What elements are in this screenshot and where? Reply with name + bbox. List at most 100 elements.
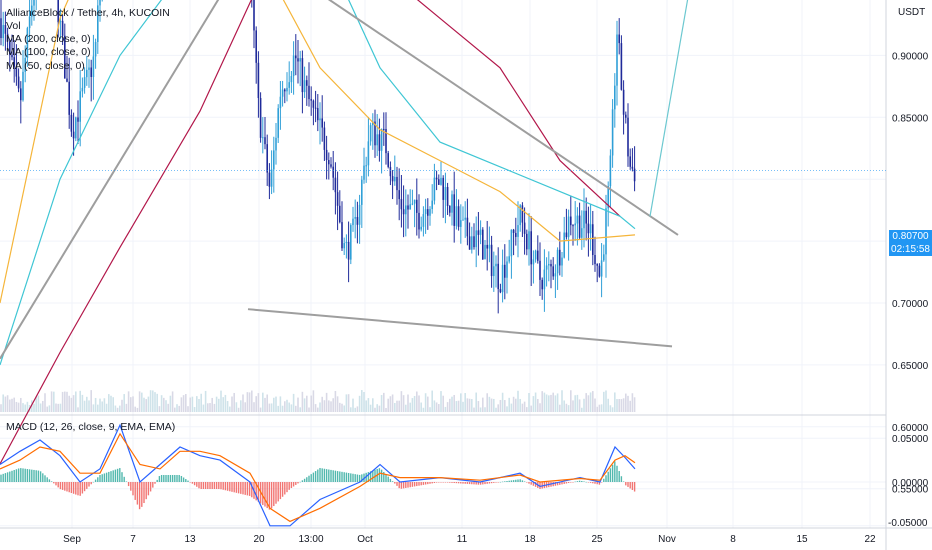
volume-bar: [138, 391, 141, 412]
macd-hist-bar: [457, 482, 460, 484]
macd-hist-bar: [541, 482, 543, 489]
macd-hist-bar: [444, 482, 447, 483]
macd-hist-bar: [574, 481, 576, 483]
macd-hist-bar: [629, 482, 631, 489]
candle-body: [422, 214, 425, 227]
volume-bar: [231, 396, 233, 412]
volume-bar: [561, 390, 563, 412]
candle-body: [570, 216, 572, 226]
indicator-label-ma50[interactable]: MA (50, close, 0): [6, 60, 85, 72]
volume-bar: [83, 400, 86, 412]
volume-bar: [523, 401, 526, 412]
volume-bar: [471, 399, 473, 412]
candle-body: [567, 216, 570, 238]
macd-hist-bar: [75, 482, 77, 495]
macd-hist-bar: [539, 482, 541, 490]
macd-hist-bar: [312, 472, 315, 482]
volume-bar: [55, 403, 57, 412]
candle-body: [440, 177, 442, 185]
macd-hist-bar: [211, 482, 213, 490]
macd-hist-bar: [68, 482, 70, 493]
volume-bar: [191, 396, 194, 412]
macd-hist-bar: [438, 482, 440, 483]
volume-bar: [147, 396, 150, 412]
indicator-label-vol[interactable]: Vol: [6, 20, 21, 32]
macd-hist-bar: [598, 482, 601, 485]
macd-hist-bar: [308, 475, 310, 482]
candle-body: [455, 206, 458, 226]
volume-bar: [343, 405, 345, 412]
macd-hist-bar: [90, 482, 92, 485]
indicator-label-ma200[interactable]: MA (200, close, 0): [6, 33, 91, 45]
macd-hist-bar: [295, 482, 297, 485]
macd-hist-bar: [231, 482, 233, 492]
volume-bar: [97, 404, 99, 412]
candle-body: [405, 205, 407, 215]
candle-body: [585, 210, 587, 224]
candle-body: [532, 259, 535, 265]
volume-bar: [389, 396, 392, 412]
volume-bar: [616, 399, 618, 412]
indicator-label-ma100[interactable]: MA (100, close, 0): [6, 46, 91, 58]
candle-body: [299, 58, 301, 62]
volume-bar: [20, 397, 22, 412]
macd-hist-bar: [279, 482, 282, 500]
candle-body: [68, 81, 70, 115]
volume-bar: [103, 398, 106, 412]
macd-hist-bar: [44, 475, 46, 482]
volume-bar: [398, 400, 400, 412]
macd-hist-bar: [433, 482, 436, 483]
macd-hist-bar: [451, 482, 453, 483]
volume-bar: [479, 407, 482, 412]
time-tick-label: Nov: [658, 534, 676, 545]
volume-bar: [482, 397, 484, 412]
candle-body: [281, 89, 284, 97]
macd-hist-bar: [607, 471, 609, 482]
candle-body: [99, 0, 101, 6]
volume-bar: [374, 407, 376, 412]
volume-bar: [154, 392, 156, 412]
candle-body: [290, 76, 293, 83]
volume-bar: [59, 403, 62, 412]
volume-bar: [130, 397, 132, 412]
volume-bar: [86, 396, 88, 412]
volume-bar: [534, 392, 537, 412]
candle-body: [400, 199, 403, 210]
macd-hist-bar: [79, 482, 81, 496]
volume-bar: [532, 396, 535, 412]
price-tick-label: 0.70000: [892, 299, 929, 310]
candle-body: [446, 187, 449, 206]
macd-hist-bar: [506, 481, 508, 482]
volume-bar: [218, 398, 220, 412]
candle-body: [354, 217, 356, 219]
macd-hist-bar: [81, 482, 84, 494]
macd-hist-bar: [64, 482, 66, 491]
candle-body: [292, 55, 295, 77]
candle-body: [497, 263, 499, 290]
macd-hist-bar: [251, 482, 253, 498]
volume-bar: [114, 405, 117, 412]
macd-hist-bar: [317, 469, 319, 482]
volume-bar: [413, 395, 416, 412]
macd-hist-bar: [347, 472, 350, 482]
volume-bar: [633, 397, 636, 412]
volume-bar: [207, 403, 209, 412]
volume-bar: [132, 396, 134, 412]
candle-body: [4, 25, 7, 34]
macd-hist-bar: [367, 472, 370, 482]
candle-body: [464, 217, 466, 220]
volume-bar: [158, 406, 161, 412]
macd-hist-bar: [277, 482, 279, 502]
macd-label[interactable]: MACD (12, 26, close, 9, EMA, EMA): [6, 421, 176, 433]
macd-hist-bar: [86, 482, 88, 489]
candle-body: [510, 229, 513, 257]
macd-hist-bar: [592, 482, 594, 484]
macd-hist-bar: [405, 482, 407, 488]
volume-bar: [341, 403, 343, 412]
volume-bar: [79, 390, 81, 412]
volume-bar: [275, 396, 277, 412]
trendline: [0, 0, 220, 360]
volume-bar: [123, 394, 125, 412]
candle-body: [402, 209, 405, 215]
